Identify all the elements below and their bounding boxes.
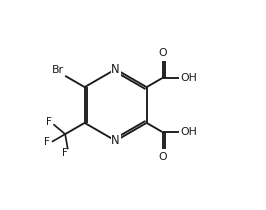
Text: O: O (158, 48, 167, 58)
Text: O: O (158, 152, 167, 162)
Text: N: N (111, 63, 120, 76)
Text: OH: OH (180, 73, 197, 83)
Text: F: F (44, 137, 50, 147)
Text: F: F (62, 148, 68, 158)
Text: Br: Br (52, 65, 64, 75)
Text: OH: OH (180, 127, 197, 137)
Text: N: N (111, 134, 120, 147)
Text: F: F (46, 117, 52, 127)
